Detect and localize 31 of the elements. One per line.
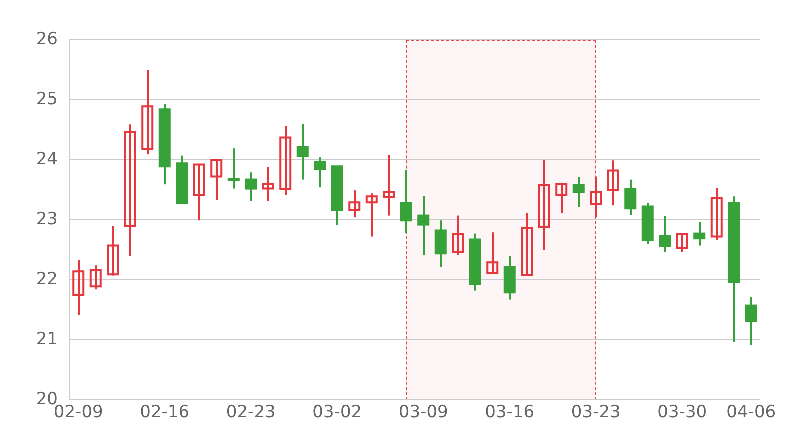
candlestick (280, 126, 292, 196)
candlestick (210, 159, 223, 200)
candlestick (521, 213, 534, 276)
x-tick-label: 03-23 (571, 402, 621, 423)
candlestick (607, 160, 620, 206)
y-tick-label: 25 (36, 89, 58, 110)
x-tick-label: 02-23 (226, 402, 276, 423)
y-tick-label: 21 (36, 329, 58, 350)
candlestick (538, 160, 550, 250)
y-tick-label: 24 (36, 149, 58, 170)
candlestick (142, 70, 154, 155)
candlestick (590, 176, 602, 218)
candlestick (710, 188, 723, 240)
candlestick (228, 148, 240, 189)
y-tick-label: 22 (36, 269, 58, 290)
x-tick-label: 03-09 (398, 402, 448, 423)
x-tick-label: 02-16 (140, 402, 190, 423)
candlestick (486, 232, 499, 274)
candlestick (124, 124, 136, 256)
x-tick-label: 03-30 (658, 402, 708, 423)
candlestick (383, 155, 396, 216)
x-tick-label: 03-02 (312, 402, 362, 423)
y-tick-label: 23 (36, 209, 58, 230)
candlestick (193, 164, 206, 221)
candlestick (107, 226, 120, 276)
x-tick-label: 04-06 (726, 402, 776, 423)
candlestick (72, 260, 85, 316)
candlestick (366, 194, 378, 237)
x-tick-label: 03-16 (485, 402, 535, 423)
candlestick (452, 216, 464, 256)
y-tick-label: 26 (36, 29, 58, 50)
